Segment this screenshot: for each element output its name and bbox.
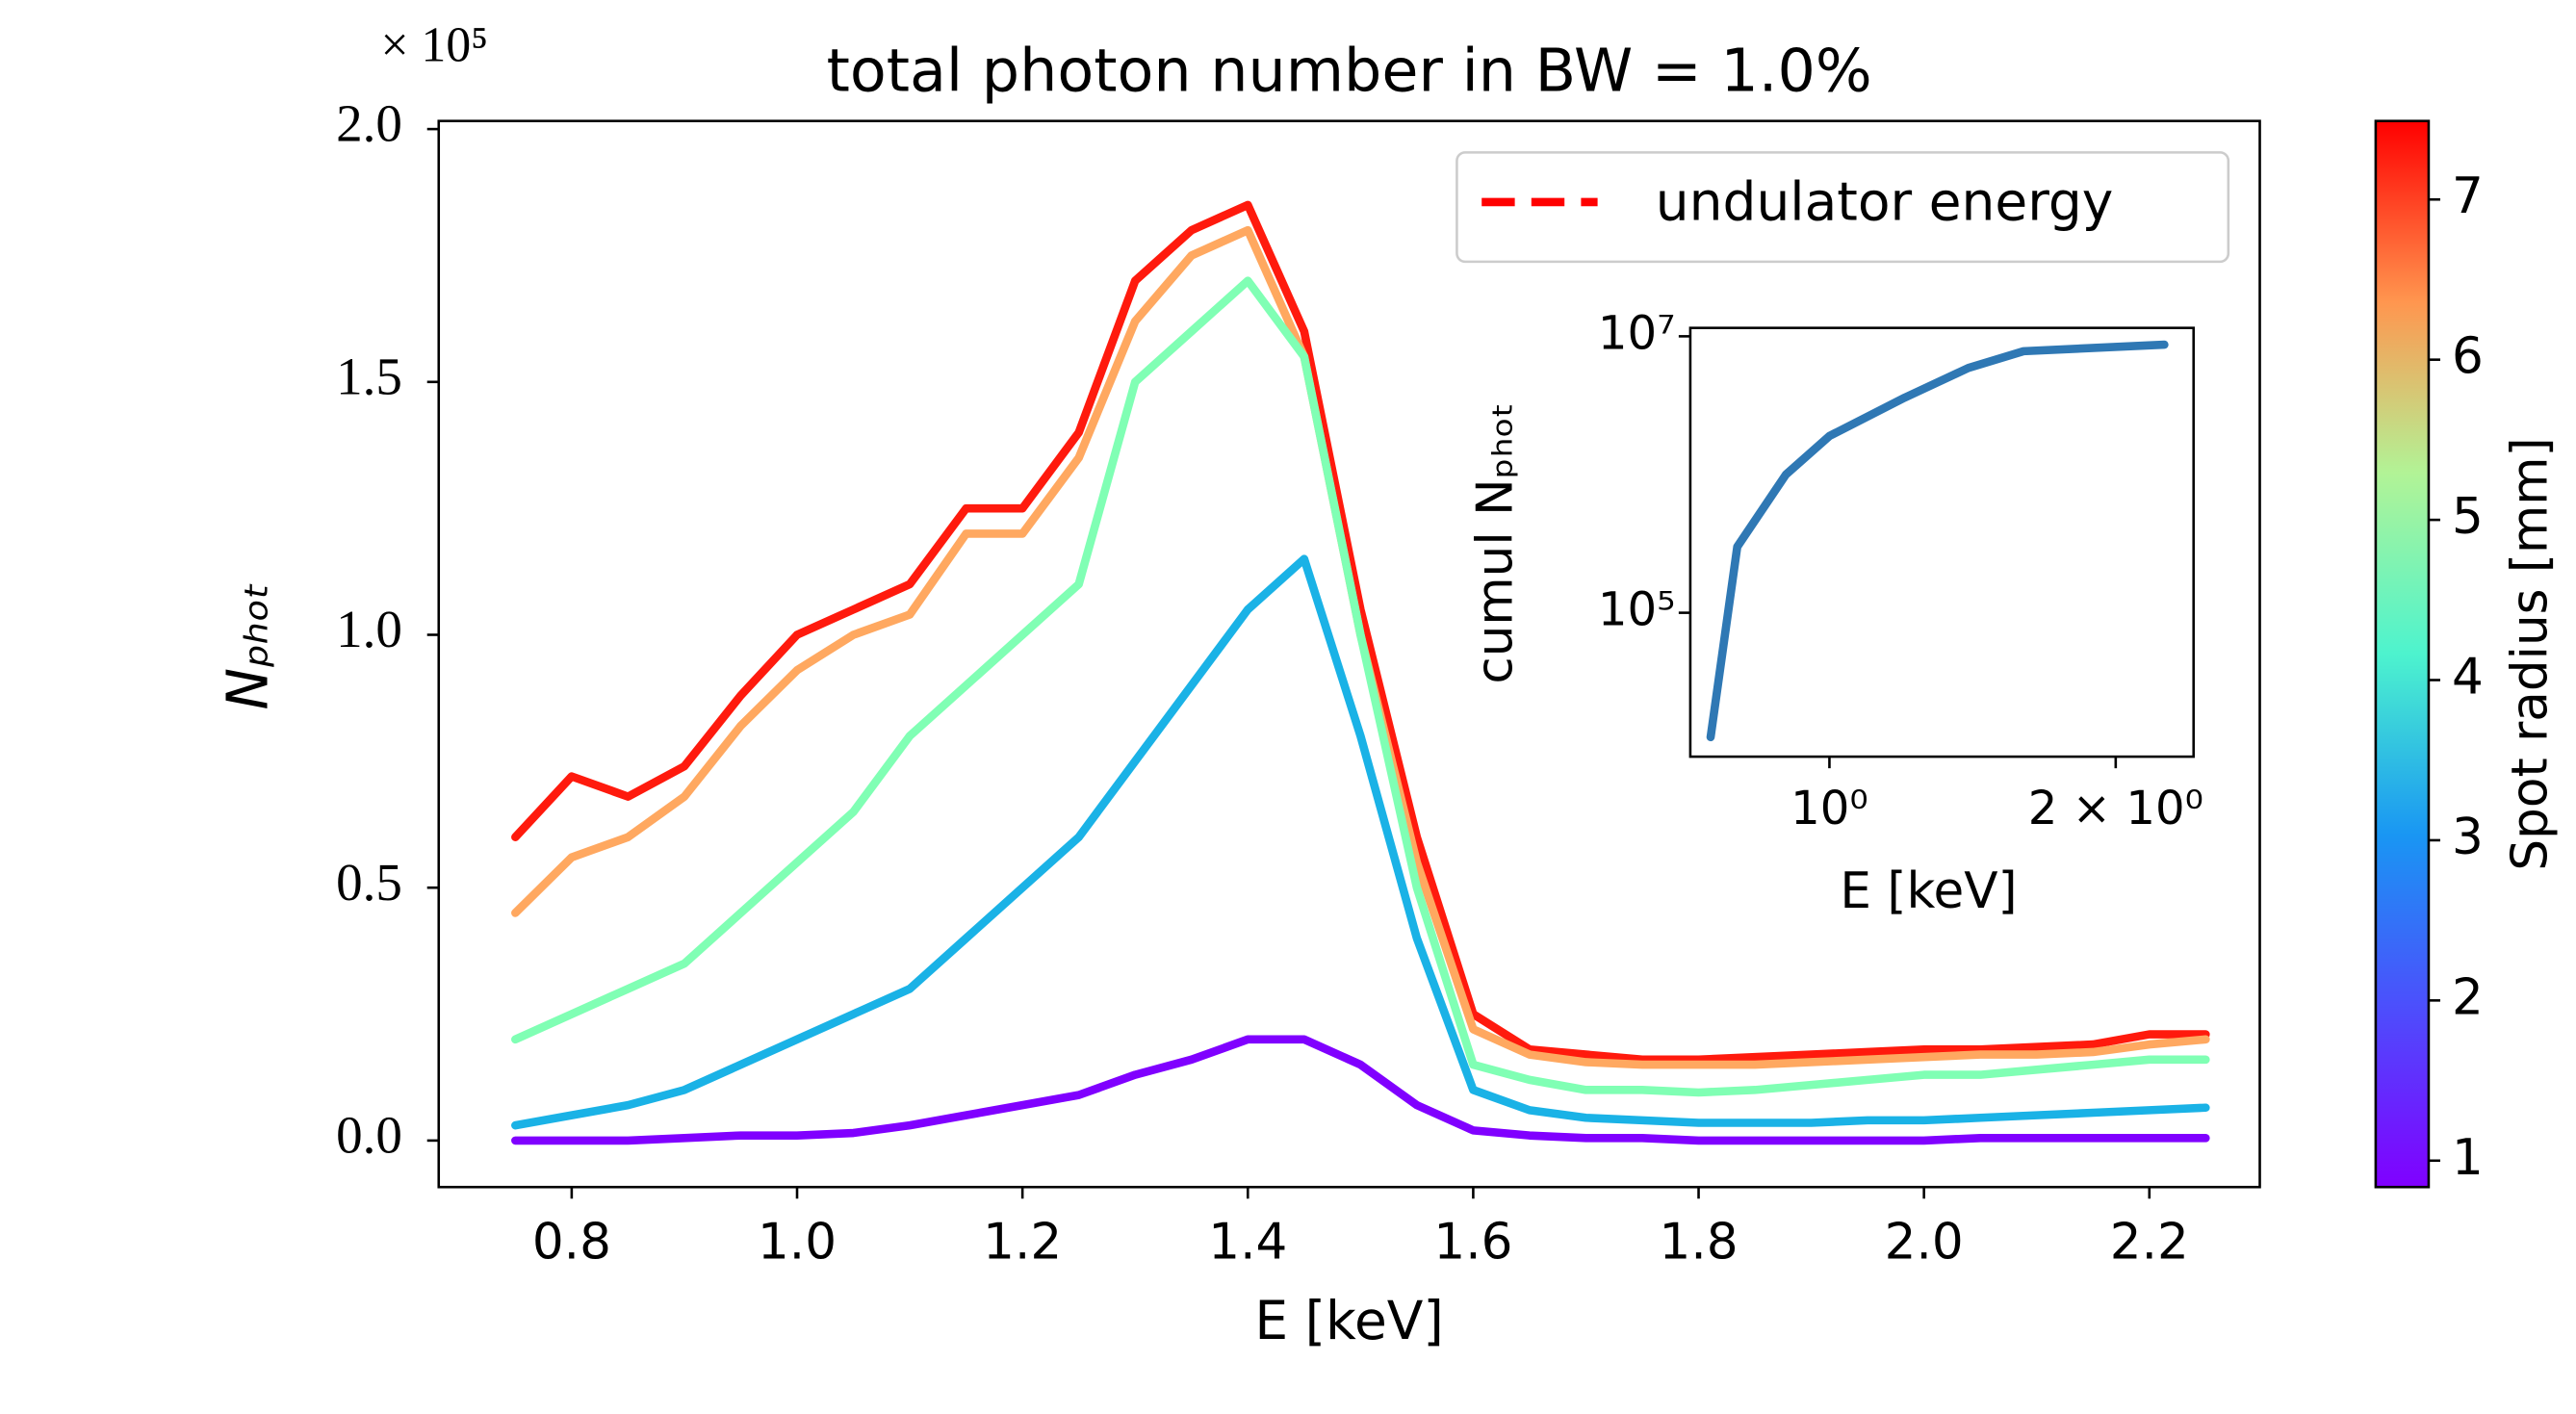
colorbar-label: Spot radius [mm]: [2501, 437, 2559, 870]
y-tick-label: 1.5: [336, 347, 402, 405]
x-tick-label: 1.4: [1208, 1213, 1287, 1271]
x-tick-label: 2.0: [1885, 1213, 1964, 1271]
x-tick-label: 1.6: [1433, 1213, 1512, 1271]
y-tick-label: 0.0: [336, 1106, 402, 1165]
inset-x-axis-label: E [keV]: [1840, 862, 2017, 920]
y-tick-label: 10⁵: [1598, 583, 1676, 637]
x-tick-label: 2 × 10⁰: [2028, 782, 2203, 836]
colorbar-tick-label: 6: [2452, 328, 2484, 386]
series-line: [511, 276, 2210, 1097]
y-axis-label: Nₚₕₒₜ: [216, 581, 281, 710]
x-tick-label: 1.0: [758, 1213, 837, 1271]
x-axis-label: E [keV]: [1254, 1290, 1444, 1351]
legend-box: [1455, 151, 2230, 264]
series-line: [1706, 340, 2169, 742]
x-tick-label: 1.8: [1660, 1213, 1739, 1271]
y-multiplier: × 10⁵: [381, 18, 489, 73]
x-tick-label: 0.8: [532, 1213, 611, 1271]
colorbar-tick-label: 4: [2452, 649, 2484, 707]
legend-label: undulator energy: [1656, 171, 2114, 233]
series-line: [511, 1035, 2210, 1145]
y-tick-label: 1.0: [336, 600, 402, 658]
chart-title: total photon number in BW = 1.0%: [827, 37, 1872, 106]
series-line: [511, 200, 2210, 1065]
x-tick-label: 2.2: [2110, 1213, 2189, 1271]
x-tick-label: 1.2: [983, 1213, 1062, 1271]
colorbar-tick-label: 5: [2452, 488, 2484, 546]
series-line: [511, 554, 2210, 1130]
colorbar-tick-label: 7: [2452, 167, 2484, 225]
inset-y-axis-label: cumul Nₚₕₒₜ: [1466, 402, 1524, 684]
colorbar-tick-label: 1: [2452, 1129, 2484, 1187]
y-tick-label: 0.5: [336, 853, 402, 912]
y-tick-label: 10⁷: [1598, 306, 1676, 360]
colorbar: [2374, 119, 2431, 1189]
y-tick-label: 2.0: [336, 94, 402, 153]
colorbar-tick-label: 2: [2452, 968, 2484, 1026]
colorbar-tick-label: 3: [2452, 809, 2484, 866]
x-tick-label: 10⁰: [1790, 782, 1868, 836]
plot-frame: [1688, 326, 2196, 758]
